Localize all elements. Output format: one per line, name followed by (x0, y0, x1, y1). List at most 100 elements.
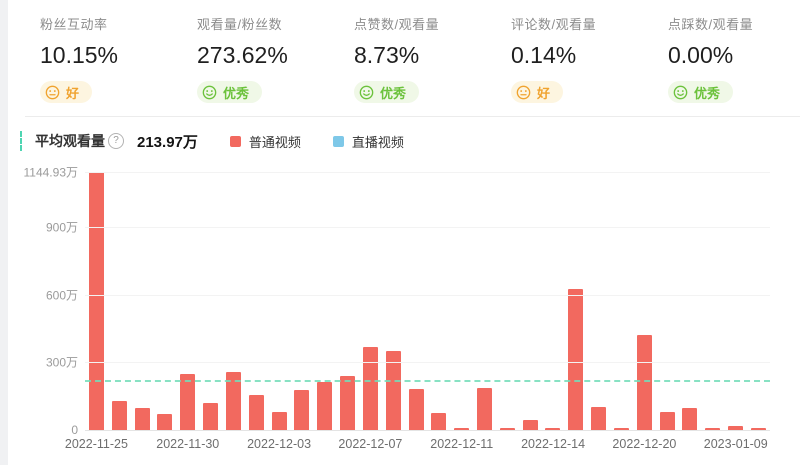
bar-slot (724, 172, 747, 430)
bar-normal-video[interactable] (294, 390, 310, 430)
bar-slot (610, 172, 633, 430)
rating-badge: 优秀 (354, 81, 420, 103)
bar-normal-video[interactable] (431, 412, 447, 430)
y-axis-tick-label: 300万 (45, 355, 78, 370)
bar-slot (85, 172, 108, 430)
x-axis-tick-label: 2023-01-09 (703, 437, 768, 451)
bar-normal-video[interactable] (636, 335, 652, 430)
rating-text: 好 (66, 85, 80, 101)
bar-normal-video[interactable] (157, 413, 173, 430)
legend-label: 直播视频 (351, 134, 404, 150)
metric-value: 10.15% (40, 42, 119, 68)
bar-normal-video[interactable] (88, 172, 104, 430)
rating-text: 好 (537, 85, 551, 101)
section-divider (25, 116, 800, 117)
bar-slot (701, 172, 724, 430)
metric-value: 0.00% (668, 42, 734, 68)
legend-item-live-video[interactable]: 直播视频 (332, 132, 404, 151)
bar-slot (153, 172, 176, 430)
help-icon[interactable]: ? (108, 133, 124, 149)
face-icon (45, 85, 60, 99)
metric-value: 273.62% (197, 42, 288, 68)
bar-slot (290, 172, 313, 430)
bar-slot (656, 172, 679, 430)
bar-slot (176, 172, 199, 430)
legend-label: 普通视频 (248, 134, 301, 150)
metric-card-likes-per-view: 点赞数/观看量 8.73% 优秀 (354, 14, 511, 105)
bar-normal-video[interactable] (659, 412, 675, 430)
dashed-accent-marker (20, 131, 22, 151)
bar-normal-video[interactable] (454, 427, 470, 430)
bar-slot (336, 172, 359, 430)
bar-normal-video[interactable] (499, 428, 515, 430)
x-axis-tick-label: 2022-12-14 (521, 437, 586, 451)
rating-badge: 优秀 (197, 81, 263, 103)
metric-label: 评论数/观看量 (511, 17, 597, 32)
face-icon (516, 85, 531, 99)
bar-normal-video[interactable] (362, 347, 378, 430)
bar-normal-video[interactable] (340, 375, 356, 430)
bar-normal-video[interactable] (408, 388, 424, 430)
bar-slot (564, 172, 587, 430)
x-axis-tick-label: 2022-12-07 (338, 437, 403, 451)
bar-normal-video[interactable] (545, 428, 561, 430)
page-left-gutter (0, 0, 8, 465)
bar-slot (427, 172, 450, 430)
normal-video-swatch-icon (229, 135, 241, 147)
y-axis-tick-label: 600万 (45, 288, 78, 303)
bar-normal-video[interactable] (317, 381, 333, 430)
x-axis-tick-label: 2022-11-25 (64, 437, 128, 451)
bar-slot (679, 172, 702, 430)
bar-slot (633, 172, 656, 430)
metric-card-comments-per-view: 评论数/观看量 0.14% 好 (511, 14, 668, 105)
bar-normal-video[interactable] (705, 428, 721, 430)
bar-normal-video[interactable] (682, 408, 698, 430)
bar-normal-video[interactable] (385, 351, 401, 430)
bar-normal-video[interactable] (111, 400, 127, 430)
bar-slot (222, 172, 245, 430)
metric-card-fan-interaction: 粉丝互动率 10.15% 好 (40, 14, 197, 105)
bar-slot (747, 172, 770, 430)
bar-normal-video[interactable] (225, 371, 241, 430)
x-axis-labels: 2022-11-25 2022-11-30 2022-12-03 2022-12-07… (65, 437, 770, 453)
bar-slot (108, 172, 131, 430)
y-axis-tick-label: 900万 (45, 220, 78, 235)
x-axis-tick-label: 2022-12-03 (247, 437, 312, 451)
bar-normal-video[interactable] (271, 411, 287, 430)
bar-normal-video[interactable] (203, 402, 219, 430)
metric-value: 8.73% (354, 42, 420, 68)
bar-normal-video[interactable] (568, 288, 584, 430)
bar-normal-video[interactable] (613, 428, 629, 430)
bar-normal-video[interactable] (522, 419, 538, 430)
bar-normal-video[interactable] (728, 426, 744, 430)
bar-normal-video[interactable] (180, 373, 196, 430)
bar-slot (450, 172, 473, 430)
bar-normal-video[interactable] (248, 394, 264, 430)
rating-text: 优秀 (380, 85, 407, 101)
bar-normal-video[interactable] (476, 388, 492, 430)
y-axis-tick-label: 1144.93万 (23, 165, 79, 180)
bar-slot (359, 172, 382, 430)
bar-slot (519, 172, 542, 430)
y-axis-tick-label: 0 (71, 423, 78, 437)
plot-area (85, 172, 770, 431)
legend-item-normal-video[interactable]: 普通视频 (229, 132, 301, 151)
metric-label: 观看量/粉丝数 (197, 17, 283, 32)
rating-text: 优秀 (223, 85, 250, 101)
face-icon (359, 85, 374, 99)
bar-slot (245, 172, 268, 430)
metric-label: 点踩数/观看量 (668, 17, 754, 32)
metric-card-views-per-fan: 观看量/粉丝数 273.62% 优秀 (197, 14, 354, 105)
y-axis-labels: 1144.93万 900万 600万 300万 0 (0, 166, 79, 438)
bar-normal-video[interactable] (134, 407, 150, 430)
gridline (85, 362, 770, 364)
x-axis-tick-label: 2022-11-30 (156, 437, 220, 451)
bar-normal-video[interactable] (591, 407, 607, 430)
bar-normal-video[interactable] (750, 428, 766, 430)
face-icon (673, 85, 688, 99)
bar-slot (199, 172, 222, 430)
average-views-value: 213.97万 (137, 133, 198, 151)
gridline (85, 172, 770, 173)
x-axis-tick-label: 2022-12-20 (612, 437, 677, 451)
metric-label: 点赞数/观看量 (354, 17, 440, 32)
